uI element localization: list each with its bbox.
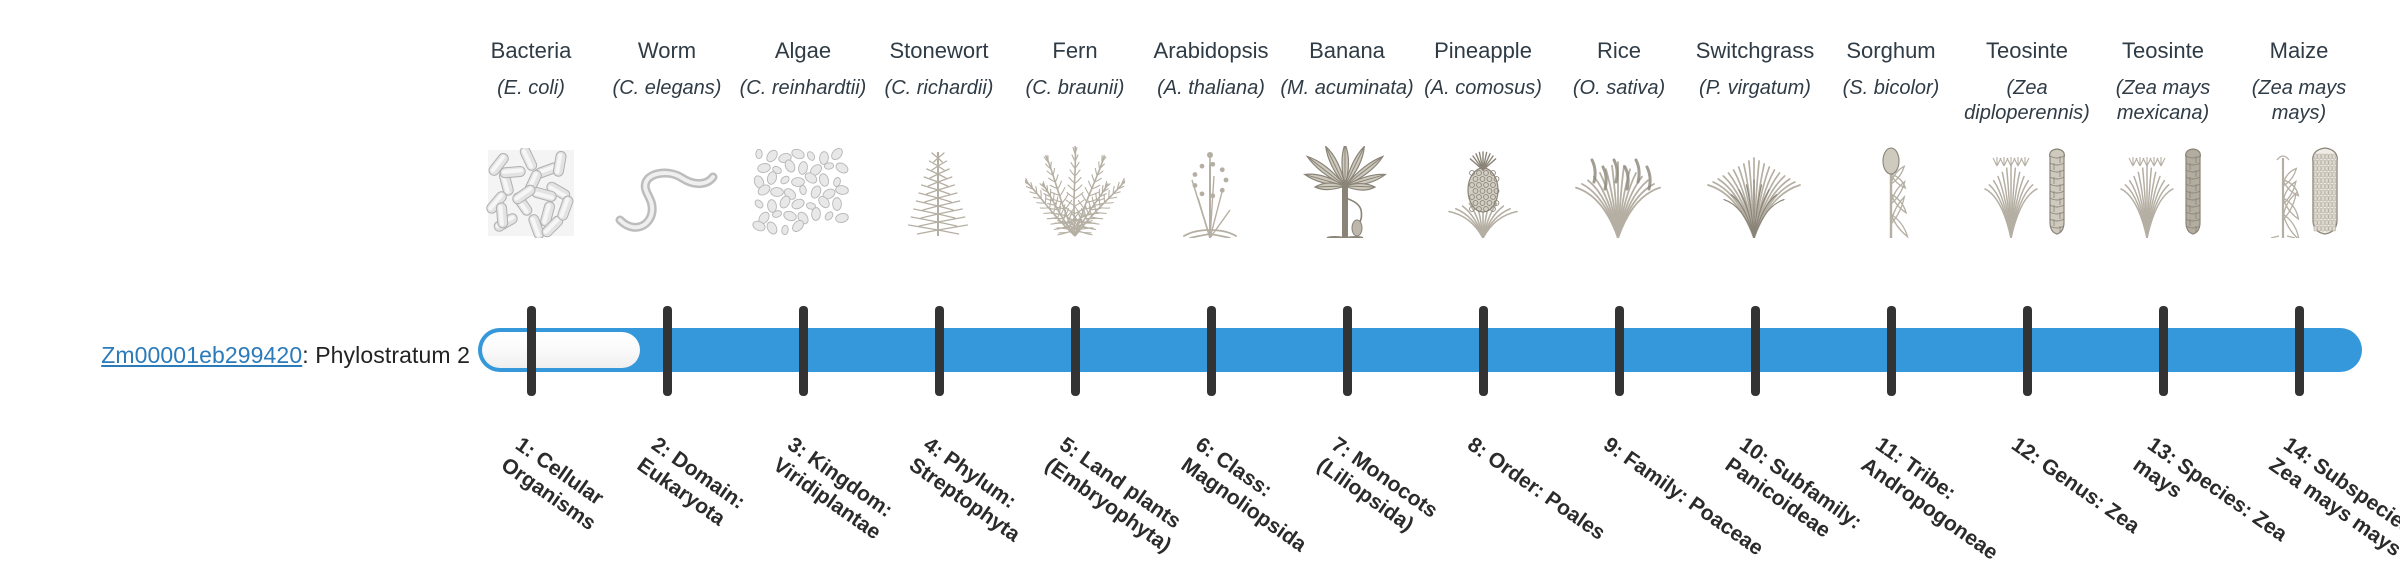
bacteria-icon bbox=[466, 146, 596, 238]
species-common-name: Sorghum bbox=[1846, 38, 1936, 63]
rank-text: Domain: Eukaryota bbox=[632, 446, 750, 531]
species-common-name: Teosinte bbox=[2122, 38, 2204, 63]
species-latin-name: (C. richardii) bbox=[884, 77, 994, 99]
bar-tick-8 bbox=[1479, 306, 1488, 396]
species-latin-name: (Zea mays mexicana) bbox=[2115, 77, 2211, 124]
species-latin-name: (O. sativa) bbox=[1572, 77, 1666, 99]
rice-icon bbox=[1554, 146, 1684, 238]
species-common-name: Worm bbox=[637, 38, 697, 63]
species-column-sorghum-11: Sorghum (S. bicolor) bbox=[1823, 38, 1959, 238]
species-latin-name: (Zea mays mays) bbox=[2251, 77, 2347, 124]
species-column-rice-9: Rice (O. sativa) bbox=[1551, 38, 1687, 238]
bar-track[interactable] bbox=[478, 328, 2362, 372]
species-common-name: Stonewort bbox=[889, 38, 989, 63]
pineapple-icon bbox=[1418, 146, 1548, 238]
species-latin-name: (P. virgatum) bbox=[1699, 77, 1811, 99]
switchgrass-icon bbox=[1690, 146, 1820, 238]
maize-icon bbox=[2234, 146, 2364, 238]
fern-icon bbox=[1010, 146, 1140, 238]
species-common-name: Pineapple bbox=[1434, 38, 1532, 63]
bar-tick-13 bbox=[2159, 306, 2168, 396]
sorghum-icon bbox=[1826, 146, 1956, 238]
species-latin-name: (Zea diploperennis) bbox=[1964, 77, 2090, 124]
bar-tick-6 bbox=[1207, 306, 1216, 396]
bar-tick-3 bbox=[799, 306, 808, 396]
teosinte-mex-icon bbox=[2098, 146, 2228, 238]
bar-tick-7 bbox=[1343, 306, 1352, 396]
phylostratum-value: Phylostratum 2 bbox=[315, 342, 470, 368]
species-column-maize-14: Maize (Zea mays mays) bbox=[2231, 38, 2367, 238]
bar-tick-12 bbox=[2023, 306, 2032, 396]
species-common-name: Fern bbox=[1052, 38, 1098, 63]
banana-icon bbox=[1282, 146, 1412, 238]
species-column-banana-7: Banana (M. acuminata) bbox=[1279, 38, 1415, 238]
rank-text: Genus: Zea bbox=[2036, 453, 2144, 539]
species-column-fern-5: Fern (C. braunii) bbox=[1007, 38, 1143, 237]
bar-tick-4 bbox=[935, 306, 944, 396]
rank-number: 12: bbox=[2007, 432, 2046, 470]
gene-label-separator: : bbox=[302, 342, 316, 368]
species-common-name: Bacteria bbox=[490, 38, 572, 63]
species-column-teosinte-13: Teosinte (Zea mays mexicana) bbox=[2095, 38, 2231, 238]
worm-icon bbox=[602, 146, 732, 238]
bar-tick-11 bbox=[1887, 306, 1896, 396]
stonewort-icon bbox=[874, 146, 1004, 238]
species-column-bacteria-1: Bacteria (E. coli) bbox=[463, 38, 599, 238]
species-common-name: Maize bbox=[2269, 38, 2329, 63]
species-common-name: Algae bbox=[774, 38, 832, 63]
species-common-name: Arabidopsis bbox=[1153, 38, 1269, 63]
bar-tick-9 bbox=[1615, 306, 1624, 396]
species-common-name: Banana bbox=[1309, 38, 1385, 63]
bar-tick-14 bbox=[2295, 306, 2304, 396]
species-header-row: Bacteria (E. coli) bbox=[463, 38, 2367, 238]
bar-unfilled-segment bbox=[482, 332, 640, 368]
species-common-name: Switchgrass bbox=[1695, 38, 1815, 63]
algae-icon bbox=[738, 146, 868, 238]
species-latin-name: (C. elegans) bbox=[612, 77, 722, 99]
species-column-algae-3: Algae (C. reinhardtii) bbox=[735, 38, 871, 236]
species-latin-name: (E. coli) bbox=[497, 77, 565, 99]
gene-phylostratum-label: Zm00001eb299420: Phylostratum 2 bbox=[40, 342, 470, 369]
species-column-switchgrass-10: Switchgrass (P. virgatum) bbox=[1687, 38, 1823, 238]
species-column-arabidopsis-6: Arabidopsis (A. thaliana) bbox=[1143, 38, 1279, 238]
gene-id-link[interactable]: Zm00001eb299420 bbox=[101, 342, 303, 368]
species-column-stonewort-4: Stonewort (C. richardii) bbox=[871, 38, 1007, 236]
bar-tick-5 bbox=[1071, 306, 1080, 396]
species-column-worm-2: Worm (C. elegans) bbox=[599, 38, 735, 232]
teosinte-diplo-icon bbox=[1962, 146, 2092, 238]
bar-tick-10 bbox=[1751, 306, 1760, 396]
species-column-teosinte-12: Teosinte (Zea diploperennis) bbox=[1959, 38, 2095, 238]
species-column-pineapple-8: Pineapple (A. comosus) bbox=[1415, 38, 1551, 238]
bar-tick-1 bbox=[527, 306, 536, 396]
species-common-name: Rice bbox=[1596, 38, 1641, 63]
species-latin-name: (M. acuminata) bbox=[1280, 77, 1414, 99]
rank-text: Cellular Organisms bbox=[496, 446, 608, 536]
bar-tick-2 bbox=[663, 306, 672, 396]
species-common-name: Teosinte bbox=[1986, 38, 2068, 63]
species-latin-name: (C. reinhardtii) bbox=[739, 77, 867, 99]
rank-text: Order: Poales bbox=[1483, 446, 1610, 545]
arabidopsis-icon bbox=[1146, 146, 1276, 238]
species-latin-name: (A. thaliana) bbox=[1157, 77, 1265, 99]
species-latin-name: (C. braunii) bbox=[1025, 77, 1125, 99]
species-latin-name: (A. comosus) bbox=[1424, 77, 1542, 99]
phylostratum-bar[interactable] bbox=[478, 306, 2362, 396]
species-latin-name: (S. bicolor) bbox=[1842, 77, 1940, 99]
